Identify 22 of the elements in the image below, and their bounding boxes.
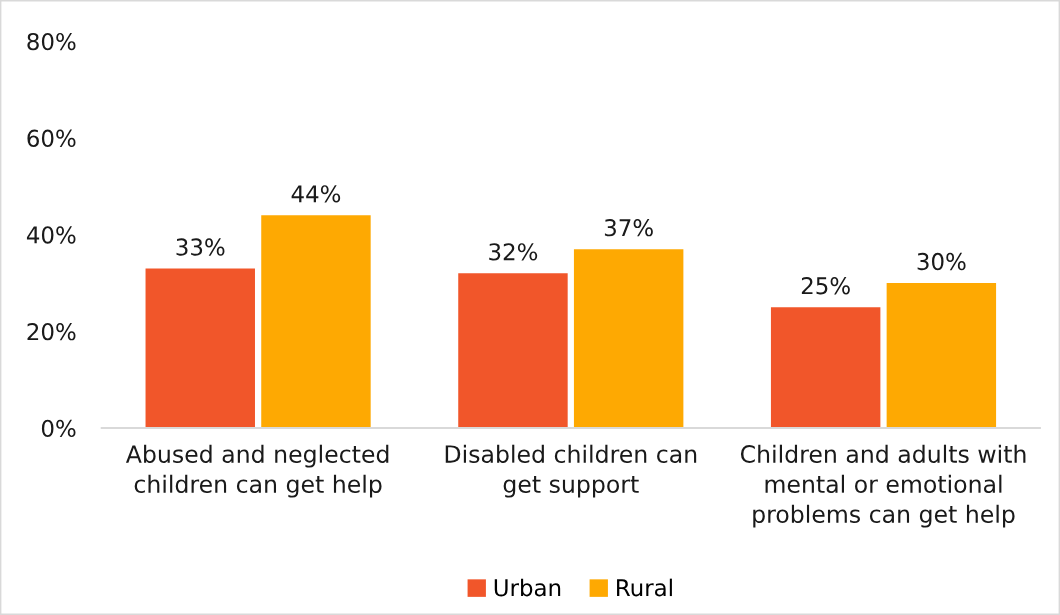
y-tick-label: 60% xyxy=(27,129,76,147)
legend-label: Urban xyxy=(494,578,561,597)
y-tick-label: 80% xyxy=(27,32,76,51)
bar xyxy=(573,249,684,429)
x-tick-label: Disabled children can get support xyxy=(445,444,697,498)
x-tick-label: Children and adults with mental or emotional problems can get help xyxy=(740,444,1026,528)
data-label: 25% xyxy=(801,277,850,295)
data-label: 32% xyxy=(489,243,538,261)
legend-label: Rural xyxy=(617,578,672,597)
x-tick-label: Abused and neglected children can get help xyxy=(125,444,389,498)
data-label: 30% xyxy=(917,252,966,271)
bar xyxy=(145,268,255,429)
data-label: 37% xyxy=(604,219,653,237)
bar xyxy=(770,307,881,429)
data-label: 44% xyxy=(291,185,341,203)
bar xyxy=(458,273,568,429)
data-label: 33% xyxy=(176,238,225,256)
bar xyxy=(886,282,997,429)
y-tick-label: 20% xyxy=(27,323,76,341)
y-tick-label: 0% xyxy=(41,419,76,438)
bar xyxy=(261,215,371,429)
y-tick-label: 40% xyxy=(26,226,76,244)
